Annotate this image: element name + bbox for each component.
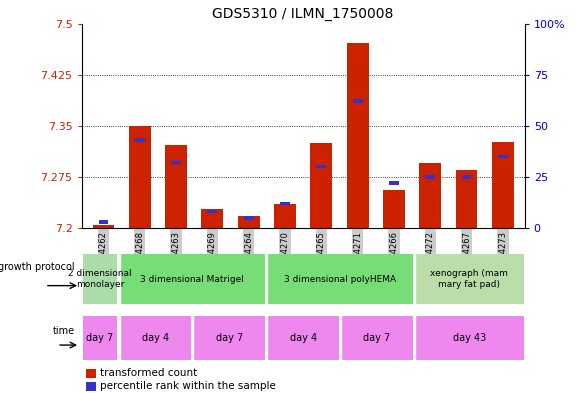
Text: day 43: day 43 bbox=[452, 333, 486, 343]
Bar bbox=[280, 202, 290, 205]
Title: GDS5310 / ILMN_1750008: GDS5310 / ILMN_1750008 bbox=[212, 7, 394, 21]
Bar bbox=[353, 99, 363, 103]
Bar bbox=[347, 43, 368, 228]
Text: transformed count: transformed count bbox=[100, 369, 198, 378]
Text: time: time bbox=[53, 326, 75, 336]
Bar bbox=[83, 316, 117, 360]
Bar bbox=[129, 127, 150, 228]
Text: 2 dimensional
monolayer: 2 dimensional monolayer bbox=[68, 269, 132, 289]
Bar bbox=[419, 163, 441, 228]
Bar bbox=[86, 369, 96, 378]
Bar bbox=[208, 210, 217, 213]
Bar bbox=[83, 254, 117, 304]
Text: percentile rank within the sample: percentile rank within the sample bbox=[100, 381, 276, 391]
Bar bbox=[341, 316, 413, 360]
Text: day 7: day 7 bbox=[86, 333, 114, 343]
Bar bbox=[268, 316, 339, 360]
Bar bbox=[492, 142, 514, 228]
Bar bbox=[135, 138, 145, 142]
Text: growth protocol: growth protocol bbox=[0, 262, 75, 272]
Text: day 7: day 7 bbox=[363, 333, 391, 343]
Bar bbox=[310, 143, 332, 228]
Bar bbox=[498, 154, 508, 158]
Bar bbox=[389, 181, 399, 185]
Bar bbox=[165, 145, 187, 228]
Bar bbox=[238, 216, 259, 228]
Bar bbox=[274, 204, 296, 228]
Bar bbox=[415, 254, 524, 304]
Bar bbox=[268, 254, 413, 304]
Bar bbox=[244, 216, 254, 220]
Text: day 4: day 4 bbox=[142, 333, 169, 343]
Text: 3 dimensional Matrigel: 3 dimensional Matrigel bbox=[141, 275, 244, 283]
Bar bbox=[120, 316, 191, 360]
Bar bbox=[415, 316, 524, 360]
Bar bbox=[383, 191, 405, 228]
Text: xenograph (mam
mary fat pad): xenograph (mam mary fat pad) bbox=[430, 269, 508, 289]
Bar bbox=[93, 224, 114, 228]
Bar bbox=[317, 165, 326, 169]
Bar bbox=[462, 175, 472, 179]
Bar bbox=[99, 220, 108, 224]
Bar bbox=[120, 254, 265, 304]
Bar bbox=[202, 209, 223, 228]
Text: 3 dimensional polyHEMA: 3 dimensional polyHEMA bbox=[284, 275, 396, 283]
Bar bbox=[171, 161, 181, 164]
Bar bbox=[86, 382, 96, 391]
Bar bbox=[194, 316, 265, 360]
Bar bbox=[426, 175, 435, 179]
Text: day 4: day 4 bbox=[290, 333, 317, 343]
Text: day 7: day 7 bbox=[216, 333, 243, 343]
Bar bbox=[456, 170, 477, 228]
